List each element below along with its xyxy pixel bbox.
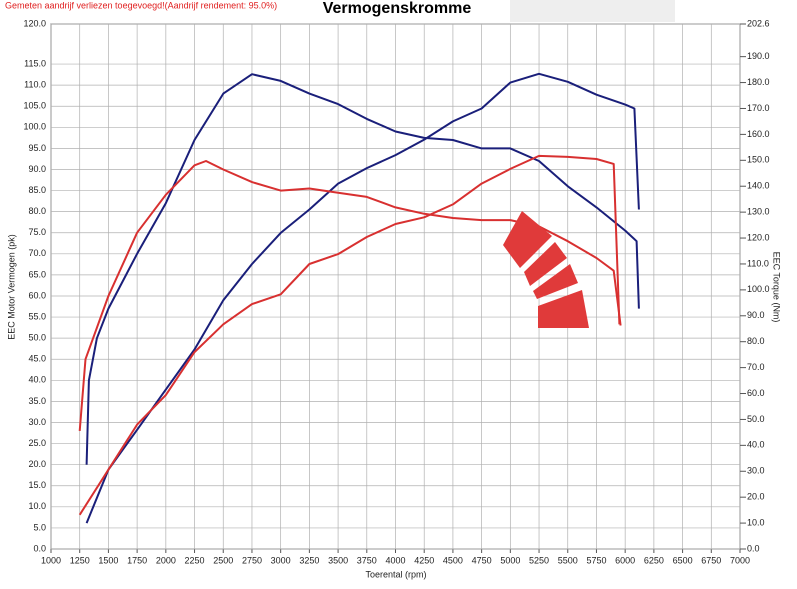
x-axis-label: Toerental (rpm) [365,569,426,579]
x-tick-label: 4750 [472,555,492,565]
y2-tick-label: 190.0 [747,51,770,61]
y2-tick-label: 202.6 [747,18,770,28]
y-tick-label: 115.0 [24,58,46,68]
y2-tick-label: 50.0 [747,414,765,424]
x-tick-label: 6250 [644,555,664,565]
y2-tick-label: 170.0 [747,103,770,113]
y-tick-label: 45.0 [28,354,46,364]
x-tick-label: 6000 [615,555,635,565]
y-tick-label: 65.0 [28,269,46,279]
y2-tick-label: 110.0 [747,258,769,268]
y-tick-label: 90.0 [28,164,46,174]
y-tick-label: 110.0 [24,80,46,90]
x-tick-label: 5250 [529,555,549,565]
y2-tick-label: 100.0 [747,284,770,294]
y2-tick-label: 80.0 [747,336,765,346]
x-tick-label: 3750 [357,555,377,565]
x-tick-label: 3250 [299,555,319,565]
y-tick-label: 30.0 [28,417,46,427]
x-tick-label: 1500 [98,555,118,565]
y-tick-label: 10.0 [28,501,46,511]
x-tick-label: 3500 [328,555,348,565]
x-tick-label: 7000 [730,555,750,565]
y-tick-label: 70.0 [28,248,46,258]
x-tick-label: 1250 [70,555,90,565]
x-tick-label: 5000 [500,555,520,565]
x-tick-label: 1000 [41,555,61,565]
y2-tick-label: 120.0 [747,232,770,242]
y-tick-label: 120.0 [23,18,46,28]
y2-tick-label: 10.0 [747,517,765,527]
y-tick-label: 35.0 [28,396,46,406]
y2-tick-label: 40.0 [747,440,765,450]
y-tick-label: 105.0 [23,101,46,111]
y-tick-label: 5.0 [33,522,46,532]
title-background [510,0,675,22]
x-tick-label: 2750 [242,555,262,565]
y-tick-label: 20.0 [28,459,46,469]
y-tick-label: 60.0 [28,290,46,300]
y-tick-label: 80.0 [28,206,46,216]
series-line [78,160,622,431]
y2-tick-label: 30.0 [747,466,765,476]
y-tick-label: 40.0 [28,375,46,385]
y2-tick-label: 60.0 [747,388,765,398]
x-tick-label: 4250 [414,555,434,565]
y-tick-label: 50.0 [28,333,46,343]
x-tick-label: 5500 [558,555,578,565]
x-tick-label: 4500 [443,555,463,565]
x-tick-label: 2500 [213,555,233,565]
y-tick-label: 0.0 [33,543,46,553]
y-tick-label: 85.0 [28,185,46,195]
y2-tick-label: 140.0 [747,181,770,191]
y2-tick-label: 150.0 [747,155,770,165]
y2-tick-label: 160.0 [747,129,770,139]
subtitle: Gemeten aandrijf verliezen toegevoegd!(A… [5,0,277,10]
series-line [85,73,640,465]
y-tick-label: 25.0 [28,438,46,448]
x-tick-label: 5750 [586,555,606,565]
y2-tick-label: 20.0 [747,492,765,502]
y2-tick-label: 130.0 [747,207,770,217]
y2-tick-label: 180.0 [747,77,770,87]
x-tick-label: 1750 [127,555,147,565]
x-tick-label: 2250 [185,555,205,565]
y2-axis-label: EEC Torque (Nm) [772,252,782,323]
y2-tick-label: 90.0 [747,310,765,320]
y-axis-label: EEC Motor Vermogen (pk) [6,234,16,340]
y-tick-label: 95.0 [28,143,46,153]
y-tick-label: 55.0 [28,311,46,321]
y2-tick-label: 0.0 [747,543,760,553]
x-tick-label: 3000 [271,555,291,565]
x-tick-label: 2000 [156,555,176,565]
y2-tick-label: 70.0 [747,362,765,372]
y-tick-label: 100.0 [23,122,46,132]
logo [503,211,589,328]
y-tick-label: 15.0 [28,480,46,490]
chart-title: Vermogenskromme [323,0,472,17]
x-tick-label: 6750 [701,555,721,565]
series-line [78,154,621,516]
x-tick-label: 4000 [385,555,405,565]
series-line [85,72,640,524]
y-tick-label: 75.0 [28,227,46,237]
x-tick-label: 6500 [673,555,693,565]
